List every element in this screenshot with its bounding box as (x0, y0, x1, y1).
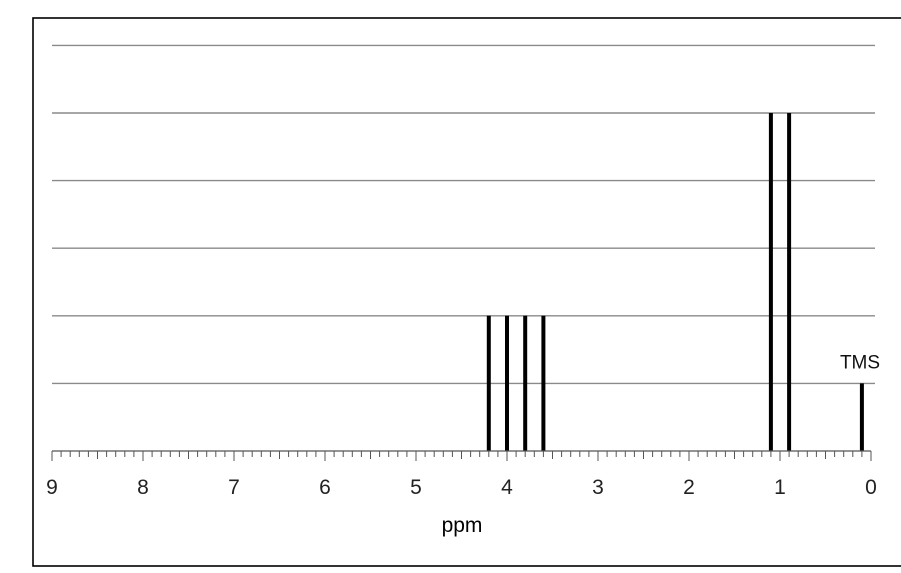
x-axis-tick-labels: 9 8 7 6 5 4 3 2 1 0 (46, 476, 877, 499)
x-tick-label: 2 (683, 476, 695, 499)
chart-frame (32, 17, 901, 567)
x-tick-label: 6 (319, 476, 331, 499)
x-tick-label: 8 (137, 476, 149, 499)
gridlines (52, 44, 875, 385)
x-axis-ticks (51, 451, 872, 461)
x-tick-label: 9 (46, 476, 58, 499)
x-tick-label: 5 (410, 476, 422, 499)
x-tick-label: 7 (228, 476, 240, 499)
peaks (486, 113, 864, 451)
annotations: TMS (840, 352, 880, 373)
peak-annotation: TMS (840, 352, 880, 373)
x-tick-label: 0 (865, 476, 877, 499)
x-tick-label: 3 (592, 476, 604, 499)
x-tick-label: 1 (774, 476, 786, 499)
x-tick-label: 4 (501, 476, 513, 499)
x-axis-title: ppm (442, 514, 483, 537)
